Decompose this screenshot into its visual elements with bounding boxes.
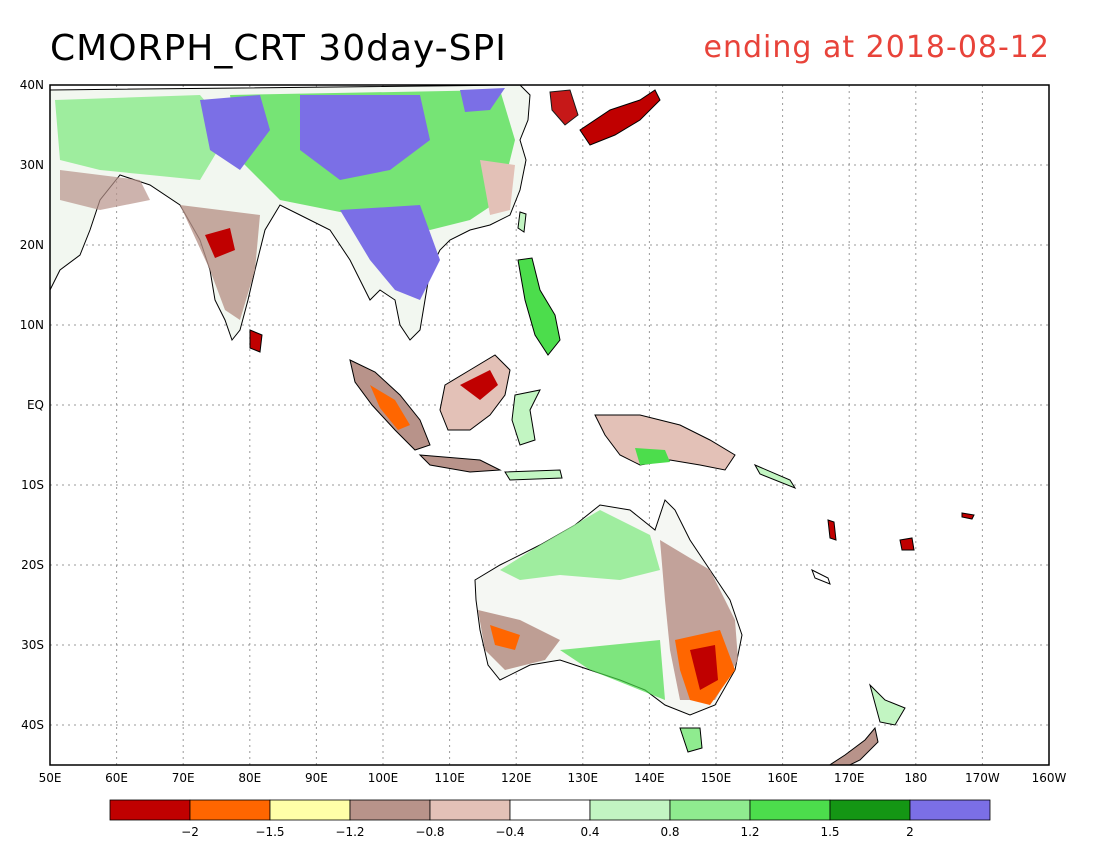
lesser-sunda (504, 469, 563, 481)
legend-label: −1.5 (255, 825, 284, 839)
solomon-islands (753, 463, 797, 490)
legend-label: −1.2 (335, 825, 364, 839)
legend-swatch (669, 799, 751, 821)
lat-tick-label: 30S (21, 638, 44, 652)
philippines (517, 257, 561, 356)
legend-swatch (829, 799, 911, 821)
korea-peninsula (549, 89, 579, 126)
date-subtitle: ending at 2018-08-12 (703, 30, 1050, 65)
spi-extreme-dry-patch (205, 228, 235, 258)
legend-label: 0.4 (580, 825, 599, 839)
lon-tick-label: 80E (238, 771, 261, 785)
new-guinea (594, 414, 736, 471)
spi-wet-patch (55, 95, 230, 180)
legend-swatch (109, 799, 191, 821)
lon-tick-label: 130E (568, 771, 599, 785)
lon-tick-label: 180 (904, 771, 927, 785)
lon-tick-label: 170E (834, 771, 865, 785)
legend-label: −0.4 (495, 825, 524, 839)
lon-tick-label: 70E (172, 771, 195, 785)
lat-tick-label: 40N (20, 78, 44, 92)
spi-extreme-dry-patch (460, 370, 498, 400)
legend-label: 2 (906, 825, 914, 839)
taiwan (517, 211, 527, 233)
spi-wet-patch (500, 510, 660, 580)
legend-swatch (909, 799, 991, 821)
spi-dry-patch (60, 170, 150, 210)
legend-label: −2 (181, 825, 199, 839)
legend-label: 1.2 (740, 825, 759, 839)
spi-dry-patch (180, 205, 260, 320)
lat-tick-label: 30N (20, 158, 44, 172)
tasmania (679, 727, 703, 753)
lon-tick-label: 60E (105, 771, 128, 785)
lat-tick-label: 10N (20, 318, 44, 332)
lon-tick-label: 140E (634, 771, 665, 785)
japan-island (579, 89, 661, 146)
new-caledonia (811, 568, 831, 585)
sulawesi (511, 389, 541, 446)
color-legend: −2 −1.5 −1.2 −0.8 −0.4 0.4 0.8 1.2 1.5 2 (109, 799, 991, 839)
axis-tick-labels: 40N 30N 20N 10N EQ 10S 20S 30S 40S 50E 60E 70E 80E 90… (20, 78, 1067, 785)
spi-wet-patch (560, 640, 665, 700)
sri-lanka (249, 329, 263, 353)
legend-swatch (189, 799, 271, 821)
vanuatu (827, 519, 837, 541)
new-zealand-north (869, 683, 906, 726)
spi-very-wet-patch (340, 205, 440, 300)
lat-tick-label: 20N (20, 238, 44, 252)
lon-tick-label: 90E (305, 771, 328, 785)
spi-very-wet-patch (200, 95, 270, 170)
lat-tick-label: 40S (21, 718, 44, 732)
lon-tick-label: 160W (1032, 771, 1067, 785)
spi-very-wet-patch (460, 88, 505, 112)
fiji (899, 537, 915, 551)
legend-label: −0.8 (415, 825, 444, 839)
map-title: CMORPH_CRT 30day-SPI (50, 28, 507, 69)
legend-swatch (589, 799, 671, 821)
java (418, 454, 502, 473)
legend-swatch (429, 799, 511, 821)
spi-very-wet-patch (300, 95, 430, 180)
lon-tick-label: 50E (39, 771, 62, 785)
lat-tick-label: EQ (27, 398, 44, 412)
legend-swatch (349, 799, 431, 821)
samoa (961, 512, 975, 520)
spi-extreme-dry-patch (690, 645, 718, 690)
map-frame (49, 84, 1050, 766)
legend-swatch (509, 799, 591, 821)
spi-dry-patch (480, 160, 515, 215)
lat-tick-label: 10S (21, 478, 44, 492)
spi-wet-patch (635, 448, 670, 465)
lon-tick-label: 100E (368, 771, 399, 785)
lon-tick-label: 110E (434, 771, 465, 785)
spi-dry-patch (370, 385, 410, 430)
lat-tick-label: 20S (21, 558, 44, 572)
lon-tick-label: 170W (965, 771, 1000, 785)
legend-label: 0.8 (660, 825, 679, 839)
spi-extreme-dry-patch (490, 625, 520, 650)
legend-swatch (269, 799, 351, 821)
spi-dry-patch (478, 610, 560, 670)
lon-tick-label: 150E (701, 771, 732, 785)
new-zealand-south (828, 726, 879, 765)
legend-label: 1.5 (820, 825, 839, 839)
legend-swatch (749, 799, 831, 821)
lon-tick-label: 120E (501, 771, 532, 785)
spi-field-layer (50, 85, 975, 765)
lon-tick-label: 160E (767, 771, 798, 785)
